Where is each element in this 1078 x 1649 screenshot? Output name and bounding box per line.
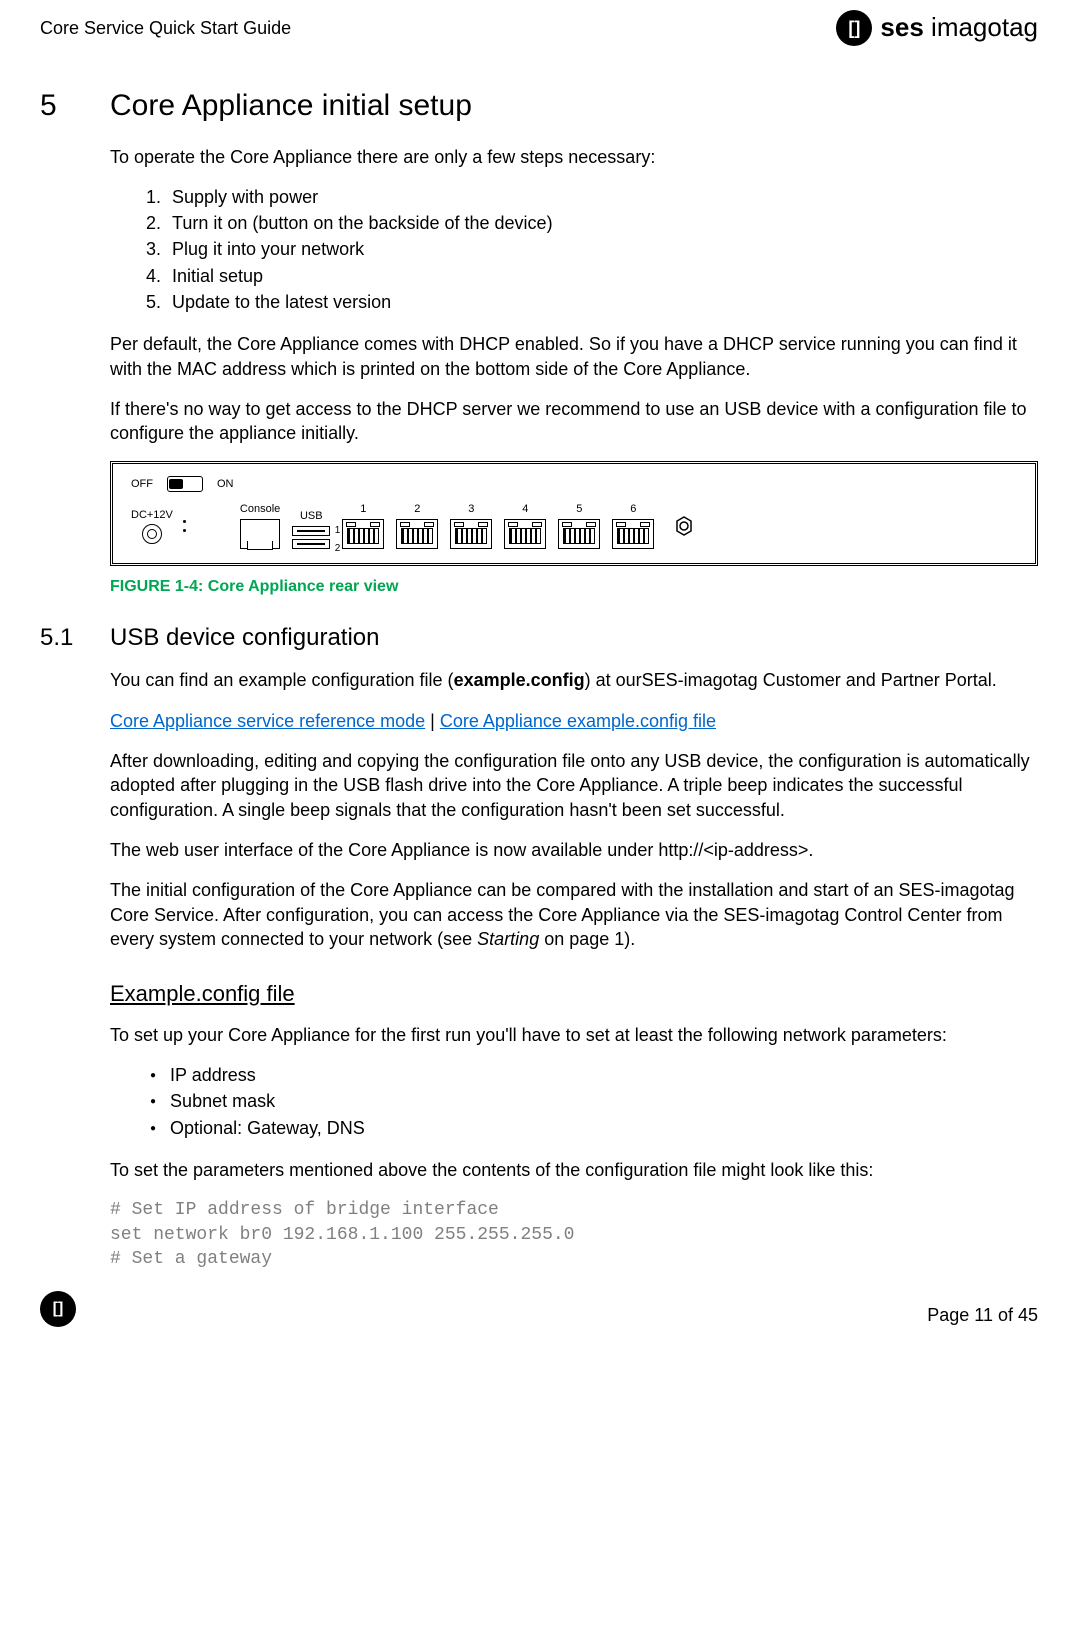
doc-title: Core Service Quick Start Guide [40,16,291,40]
eth-port-col: 3 [450,502,492,549]
eth-port-col: 4 [504,502,546,549]
section-title: Core Appliance initial setup [110,86,472,127]
eth-label: 5 [576,502,582,516]
paragraph: After downloading, editing and copying t… [110,749,1038,822]
params-list: IP address Subnet mask Optional: Gateway… [150,1063,1038,1140]
section-heading: 5 Core Appliance initial setup [40,86,1038,127]
eth-port-col: 5 [558,502,600,549]
footer-badge-icon: [] [40,1291,76,1327]
ethernet-port-icon [342,519,384,549]
usb-num-2: 2 [335,542,341,556]
example-config-link[interactable]: Core Appliance example.config file [440,711,716,731]
intro-paragraph: To operate the Core Appliance there are … [110,145,1038,169]
reference-mode-link[interactable]: Core Appliance service reference mode [110,711,425,731]
link-separator: | [425,711,440,731]
usb-label: USB [300,509,323,523]
list-item: Optional: Gateway, DNS [150,1116,1038,1140]
step-item: Initial setup [166,264,1038,288]
eth-label: 1 [360,502,366,516]
screw-icon [674,516,694,536]
ethernet-port-icon [450,519,492,549]
eth-label: 6 [630,502,636,516]
list-item: Subnet mask [150,1089,1038,1113]
usb-stack-icon: 12 [292,526,330,549]
text: on page 1). [544,929,635,949]
usb-port-col: USB 12 [292,509,330,549]
bold-text: example.config [454,670,585,690]
figure-caption: FIGURE 1-4: Core Appliance rear view [110,576,1038,598]
ethernet-port-icon [612,519,654,549]
list-item: IP address [150,1063,1038,1087]
usb-num-1: 1 [335,524,341,538]
logo-badge-icon: [] [836,10,872,46]
code-block: # Set IP address of bridge interface set… [110,1198,1038,1271]
logo-text: ses imagotag [880,10,1038,45]
step-item: Plug it into your network [166,237,1038,261]
paragraph: To set up your Core Appliance for the fi… [110,1023,1038,1047]
italic-text: Starting [477,929,544,949]
subsection-content: You can find an example configuration fi… [110,668,1038,1271]
dc-group: DC+12V [131,508,186,545]
paragraph: You can find an example configuration fi… [110,668,1038,692]
logo-text-light: imagotag [924,12,1038,42]
paragraph: The web user interface of the Core Appli… [110,838,1038,862]
subsection-title: USB device configuration [110,622,379,654]
paragraph: If there's no way to get access to the D… [110,397,1038,446]
eth-label: 4 [522,502,528,516]
on-label: ON [217,477,234,492]
power-switch-icon [167,476,203,492]
off-label: OFF [131,477,153,492]
page-header: Core Service Quick Start Guide [] ses im… [40,10,1038,46]
text: ) at ourSES-imagotag Customer and Partne… [585,670,997,690]
dc-label: DC+12V [131,508,173,523]
console-label: Console [240,502,280,516]
figure-top-row: OFF ON [131,476,1017,492]
dc-jack-icon [142,524,162,544]
logo-text-bold: ses [880,12,923,42]
text: You can find an example configuration fi… [110,670,454,690]
example-config-heading: Example.config file [110,979,1038,1009]
step-item: Turn it on (button on the backside of th… [166,211,1038,235]
eth-label: 2 [414,502,420,516]
ethernet-port-icon [504,519,546,549]
ports-row: Console USB 12 1 2 3 4 5 6 [240,502,694,549]
brand-logo: [] ses imagotag [836,10,1038,46]
links-paragraph: Core Appliance service reference mode | … [110,709,1038,733]
console-port-icon [240,519,280,549]
page-number: Page 11 of 45 [927,1303,1038,1327]
eth-port-col: 1 [342,502,384,549]
step-item: Update to the latest version [166,290,1038,314]
rear-view-figure: OFF ON DC+12V Console USB [110,461,1038,566]
steps-list: Supply with power Turn it on (button on … [166,185,1038,314]
paragraph: The initial configuration of the Core Ap… [110,878,1038,951]
section-number: 5 [40,86,70,127]
step-item: Supply with power [166,185,1038,209]
console-port-col: Console [240,502,280,549]
indicator-dots-icon [183,520,186,532]
subsection-heading: 5.1 USB device configuration [40,622,1038,654]
page-footer: [] Page 11 of 45 [40,1291,1038,1327]
ethernet-port-icon [558,519,600,549]
paragraph: To set the parameters mentioned above th… [110,1158,1038,1182]
section-content: To operate the Core Appliance there are … [110,145,1038,599]
eth-port-col: 6 [612,502,654,549]
eth-port-col: 2 [396,502,438,549]
figure-bottom-row: DC+12V Console USB 12 [131,502,1017,549]
ethernet-port-icon [396,519,438,549]
subsection-number: 5.1 [40,622,80,654]
paragraph: Per default, the Core Appliance comes wi… [110,332,1038,381]
eth-label: 3 [468,502,474,516]
